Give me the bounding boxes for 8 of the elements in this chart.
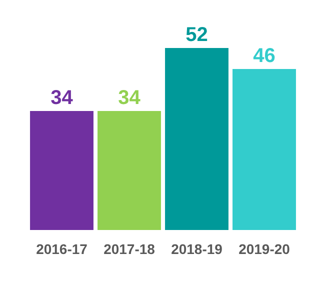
data-label: 46 — [253, 45, 276, 67]
x-tick-label: 2017-18 — [104, 241, 156, 257]
x-tick-label: 2016-17 — [36, 241, 88, 257]
x-tick-label: 2019-20 — [238, 241, 290, 257]
data-label: 34 — [50, 87, 74, 109]
data-label: 52 — [186, 24, 208, 46]
x-tick-label: 2018-19 — [171, 241, 223, 257]
data-label: 34 — [118, 87, 142, 109]
